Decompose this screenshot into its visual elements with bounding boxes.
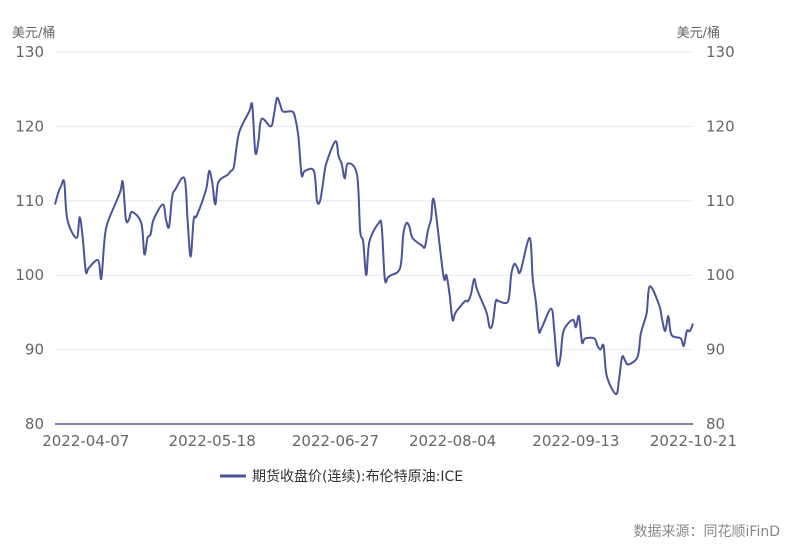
x-tick-2022-04-07: 2022-04-07 bbox=[42, 432, 129, 450]
y-tick-right-120: 120 bbox=[706, 117, 735, 135]
x-axis-ticks: 2022-04-07 2022-05-18 2022-06-27 2022-08-04… bbox=[42, 432, 737, 450]
gridlines bbox=[55, 51, 693, 351]
y-axis-right-ticks: 80 90 100 110 120 130 bbox=[706, 43, 735, 433]
y-tick-right-80: 80 bbox=[706, 415, 725, 433]
y-axis-left-ticks: 80 90 100 110 120 130 bbox=[15, 43, 44, 433]
y-tick-left-130: 130 bbox=[15, 43, 44, 61]
y-tick-left-100: 100 bbox=[15, 266, 44, 284]
y-tick-left-80: 80 bbox=[25, 415, 44, 433]
y-tick-right-100: 100 bbox=[706, 266, 735, 284]
x-tick-2022-06-27: 2022-06-27 bbox=[292, 432, 379, 450]
data-source-note: 数据来源：同花顺iFinD bbox=[634, 524, 780, 540]
y-tick-right-130: 130 bbox=[706, 43, 735, 61]
y-tick-right-110: 110 bbox=[706, 192, 735, 210]
y-tick-left-90: 90 bbox=[25, 341, 44, 359]
series-line-brent bbox=[54, 96, 694, 396]
legend[interactable]: 期货收盘价(连续):布伦特原油:ICE bbox=[220, 468, 463, 485]
y-tick-right-90: 90 bbox=[706, 341, 725, 359]
legend-label: 期货收盘价(连续):布伦特原油:ICE bbox=[252, 468, 463, 485]
x-tick-2022-05-18: 2022-05-18 bbox=[169, 432, 256, 450]
x-tick-2022-08-04: 2022-08-04 bbox=[409, 432, 496, 450]
y-axis-right-unit: 美元/桶 bbox=[677, 26, 720, 41]
x-tick-2022-10-21: 2022-10-21 bbox=[650, 432, 737, 450]
y-axis-left-unit: 美元/桶 bbox=[12, 26, 55, 41]
y-tick-left-110: 110 bbox=[15, 192, 44, 210]
y-tick-left-120: 120 bbox=[15, 117, 44, 135]
x-tick-2022-09-13: 2022-09-13 bbox=[532, 432, 619, 450]
